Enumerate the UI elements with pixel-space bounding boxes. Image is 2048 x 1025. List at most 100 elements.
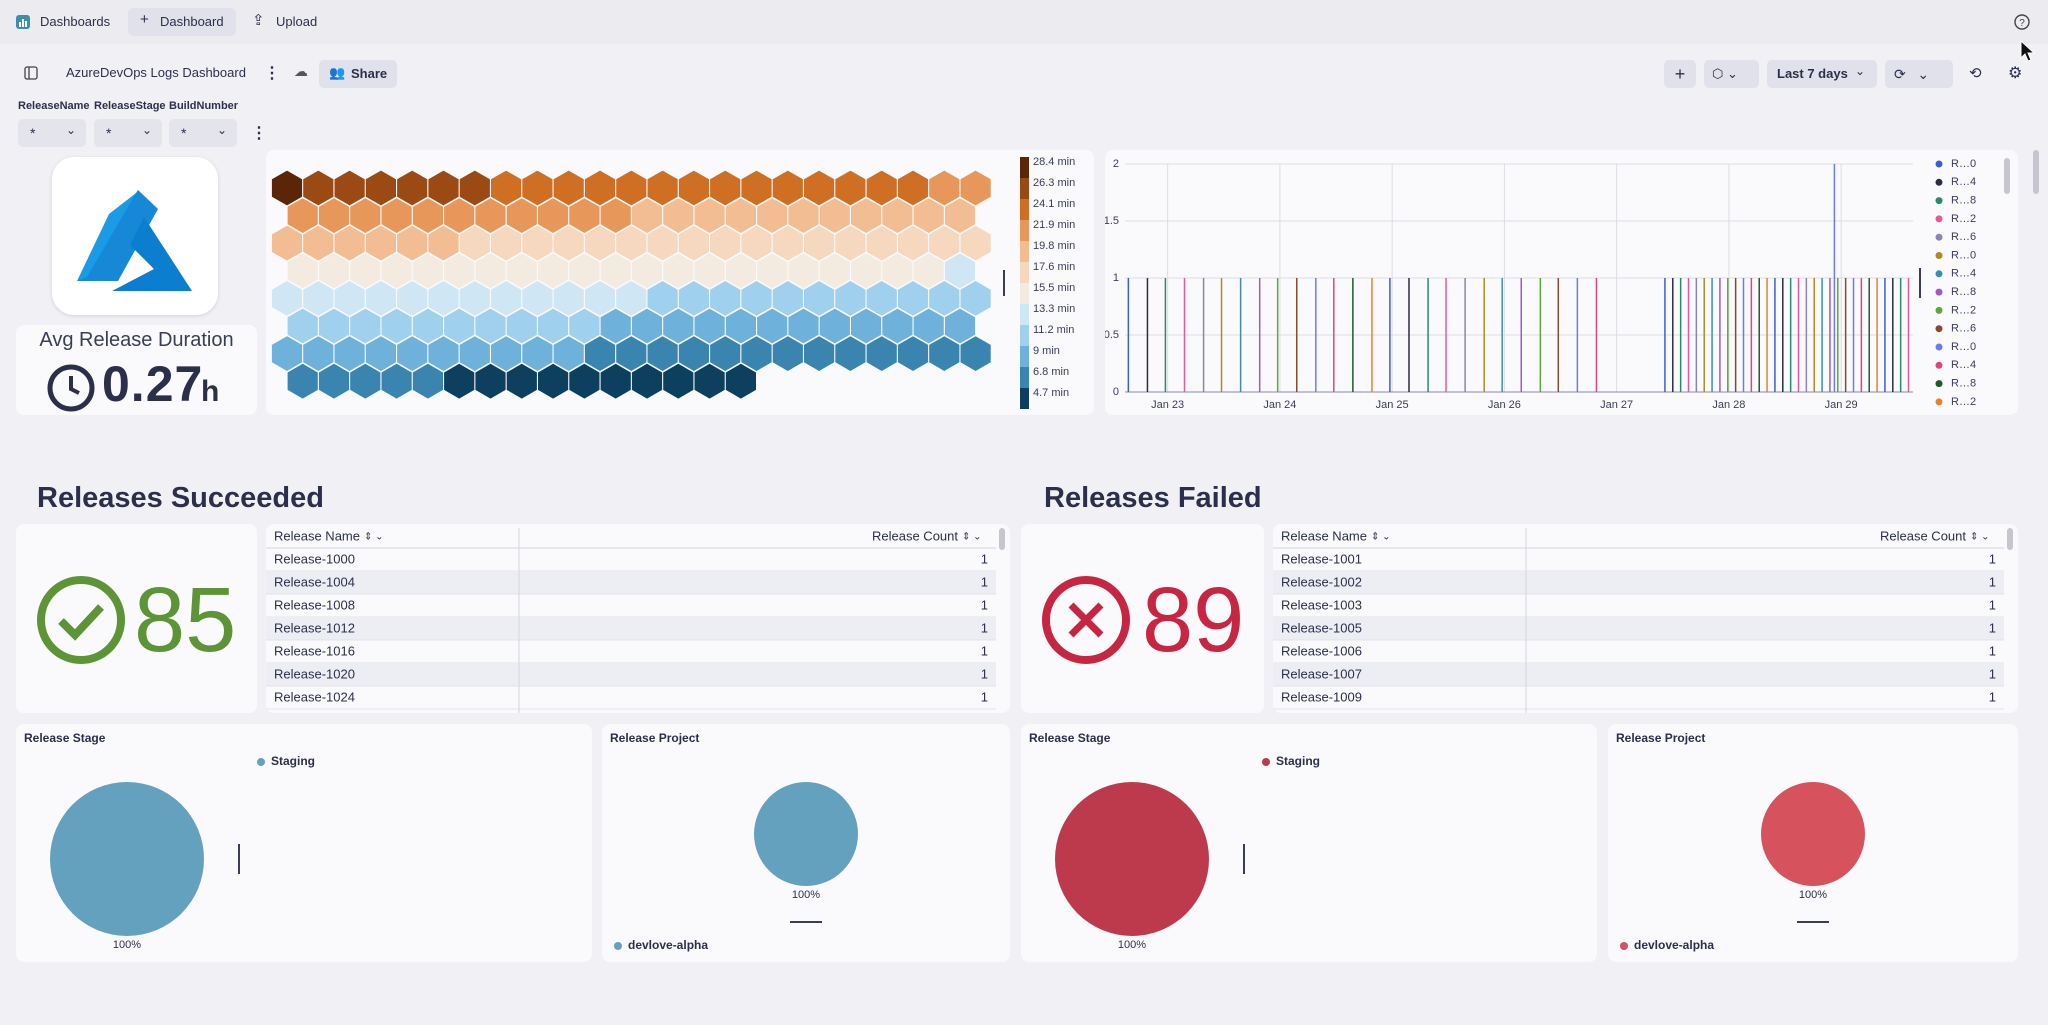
hex-cell [616,336,647,371]
x-tick-label: Jan 28 [1712,399,1745,411]
legend-marker [257,758,265,766]
logo-card [52,157,218,315]
hex-cell [944,308,976,344]
legend-label: R…0 [1951,249,1976,261]
settings-icon[interactable]: ⚙ [2008,65,2023,82]
clock-icon [47,364,95,412]
nav-dashboard[interactable]: Dashboard [160,14,224,29]
hex-cell [444,363,475,399]
sort-icon: ⇕ ⌄ [1970,532,1990,543]
hex-cell [616,225,647,261]
hex-cell [772,336,803,371]
cell: Release-1020 [274,666,355,681]
hex-cell [334,336,365,371]
hex-cell [819,253,850,289]
filter-menu[interactable]: ⋮ [251,125,267,142]
sidebar-icon[interactable] [24,66,38,80]
add-button[interactable]: + [1664,60,1696,88]
legend-label: 4.7 min [1033,387,1069,399]
hex-cell [851,198,882,233]
cell: Release-1009 [1281,689,1362,704]
caret: ⌄ [216,123,227,137]
pie-slice [754,782,858,886]
hex-cell [663,198,694,233]
hex-cell [616,170,647,206]
filter-dropdown[interactable]: * ⌄ [94,119,162,147]
sort-icon: ⇕ ⌄ [364,532,384,543]
hex-cell [944,198,976,233]
nav-upload[interactable]: Upload [276,14,318,29]
hex-cell [960,225,991,261]
succeeded-kpi-tile: 85 [16,524,257,713]
hex-cell [428,281,459,316]
dashboard-title: AzureDevOps Logs Dashboard [66,65,246,80]
timeline-tile: 0 0.5 1 1.5 2 Jan 23 Jan 24 Jan 25 Jan 26 Jan 27 J… [1104,150,2018,415]
cell: Release-1024 [274,689,355,704]
legend-label: 26.3 min [1033,177,1075,189]
legend-swatch [1020,241,1029,262]
hex-cell [287,198,318,233]
nav-dashboard-tab[interactable] [128,8,236,36]
legend-swatch [1020,157,1029,178]
legend-label: R…8 [1951,195,1976,207]
hex-cell [835,336,866,371]
hex-cell [522,225,553,261]
hex-cell [303,225,334,261]
filter-dropdown[interactable]: * ⌄ [169,119,237,147]
hex-cell [584,336,616,371]
cell: 1 [1989,551,1996,566]
hex-cell [491,336,522,371]
honeycomb-chart: 28.4 min 26.3 min 24.1 min 21.9 min 19.8 min… [271,156,1075,409]
legend-label: R…6 [1951,231,1976,243]
hex-cell [741,225,772,261]
filter-value: * [30,125,36,141]
scrollbar[interactable] [2033,150,2039,194]
filter-label: ReleaseStage [94,100,166,112]
section-heading: Releases Succeeded [37,482,324,514]
hex-cell [757,253,788,289]
cell: Release-1008 [274,597,355,612]
refresh-button[interactable]: ⟳ ⌄ [1885,60,1953,88]
timeframe-button[interactable] [1767,60,1877,88]
hex-cell [913,253,944,289]
history-icon[interactable]: ⟲ [1969,65,1982,82]
hex-cell [929,336,960,371]
hex-cell [772,281,803,316]
hex-cell [710,336,741,371]
honeycomb-tile: 28.4 min 26.3 min 24.1 min 21.9 min 19.8 min… [266,150,1094,415]
hex-cell [960,170,991,206]
more-menu[interactable]: ⋮ [264,65,280,82]
timeframe-label[interactable]: Last 7 days [1777,66,1848,81]
segment-button[interactable]: ⬡ ⌄ [1704,60,1759,88]
legend-marker [1935,361,1943,369]
nav-dashboards[interactable]: Dashboards [40,14,111,29]
help-icon[interactable]: ? [2014,14,2030,30]
hex-cell [287,363,318,399]
hex-cell [851,253,882,289]
share-label[interactable]: Share [351,66,388,81]
hex-cell [303,281,334,316]
hex-cell [412,363,443,399]
legend-marker [1262,758,1270,766]
share-button[interactable] [319,60,397,88]
hex-cell [866,336,897,371]
cell: 1 [1989,620,1996,635]
hex-cell [553,170,584,206]
hex-cell [428,225,459,261]
hex-cell [710,170,741,206]
y-tick-label: 1 [1113,272,1119,284]
slice-label: 100% [1799,889,1827,901]
hex-cell [350,253,381,289]
legend-swatch [1020,388,1029,409]
cell: Release-1001 [1281,551,1362,566]
hex-cell [616,281,647,316]
filter-dropdown[interactable]: * ⌄ [18,119,86,147]
table: Release Name ⇕ ⌄ Release Count ⇕ ⌄ Release-1… [266,528,1005,713]
hex-cell [866,225,897,261]
legend-label: 24.1 min [1033,198,1075,210]
kpi-value: 0.27 [102,356,204,412]
legend-label: R…2 [1951,213,1976,225]
cell: 1 [981,597,988,612]
hex-cell [694,253,725,289]
cell: 1 [1989,689,1996,704]
